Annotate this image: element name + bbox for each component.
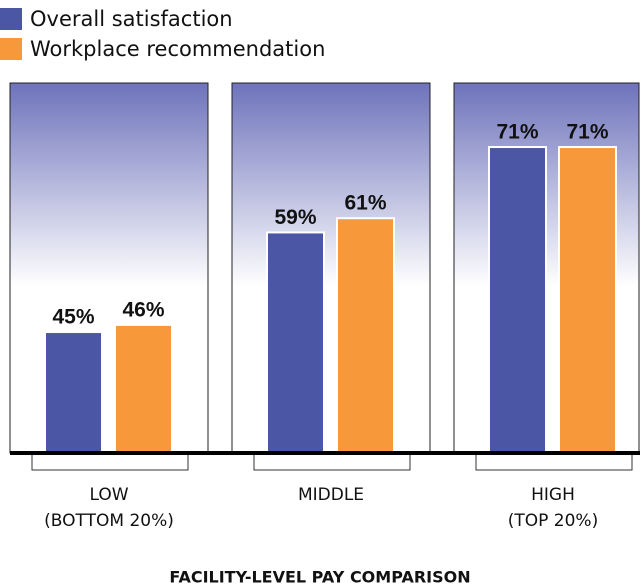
x-tick-label: (BOTTOM 20%) [44, 511, 174, 531]
legend-swatch [0, 38, 22, 60]
value-label: 71% [496, 121, 538, 144]
value-label: 71% [566, 121, 608, 144]
value-label: 61% [344, 192, 386, 215]
x-tick-label: MIDDLE [298, 485, 364, 505]
bar [488, 146, 547, 455]
bar [114, 323, 173, 454]
bar [336, 217, 395, 454]
panel [9, 82, 209, 454]
value-label: 59% [274, 206, 316, 229]
bar [558, 146, 617, 455]
bracket [253, 453, 411, 471]
chart-title: FACILITY-LEVEL PAY COMPARISON [169, 568, 470, 587]
bar [266, 231, 325, 454]
x-tick-label: LOW [89, 485, 128, 505]
value-label: 46% [122, 298, 164, 321]
bar [44, 331, 103, 454]
value-label: 45% [52, 306, 94, 329]
x-tick-label: HIGH [531, 485, 575, 505]
bracket [31, 453, 189, 471]
bracket [475, 453, 633, 471]
x-tick-label: (TOP 20%) [508, 511, 598, 531]
legend-label: Overall satisfaction [30, 7, 233, 31]
legend-label: Workplace recommendation [30, 37, 325, 61]
legend-swatch [0, 8, 22, 30]
panel [231, 82, 431, 454]
